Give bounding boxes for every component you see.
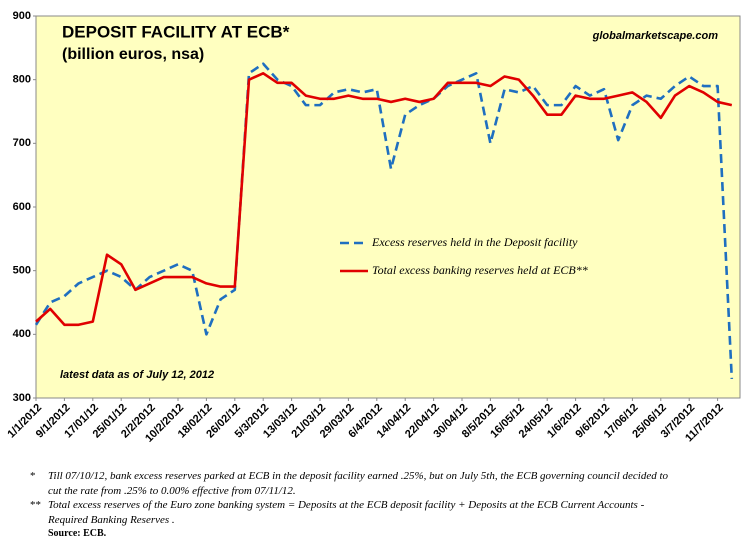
footnote: * Till 07/10/12, bank excess reserves par…: [30, 469, 750, 498]
plot-area: [35, 15, 741, 399]
y-tick-label: 800: [13, 74, 31, 86]
footnote-body: Till 07/10/12, bank excess reserves park…: [48, 469, 668, 498]
annotation: latest data as of July 12, 2012: [60, 369, 214, 381]
y-tick-label: 400: [13, 328, 31, 340]
footnote-line: Till 07/10/12, bank excess reserves park…: [48, 470, 669, 482]
footnote-body: Total excess reserves of the Euro zone b…: [48, 498, 644, 527]
series-line: [34, 62, 734, 379]
footnote-marker: *: [30, 470, 36, 482]
legend-label: Excess reserves held in the Deposit faci…: [371, 235, 578, 249]
source-site: globalmarketscape.com: [592, 30, 719, 42]
y-tick-label: 500: [13, 265, 31, 277]
y-tick-label: 900: [13, 10, 31, 22]
footnote-marker: **: [30, 499, 41, 511]
footnote-line: cut the rate from .25% to 0.00% effectiv…: [48, 484, 296, 497]
y-tick-label: 700: [13, 137, 31, 149]
footnote-line: Total excess reserves of the Euro zone b…: [48, 499, 645, 511]
footnote-line: Required Banking Reserves .: [48, 513, 175, 526]
y-tick-label: 300: [13, 392, 31, 404]
chart: DEPOSIT FACILITY AT ECB* (billion euros,…: [5, 10, 741, 445]
chart-title: DEPOSIT FACILITY AT ECB*: [62, 22, 290, 41]
source: Source: ECB.: [48, 528, 107, 539]
footnote: ** Total excess reserves of the Euro zone…: [30, 498, 750, 527]
series-line: [35, 72, 733, 327]
chart-subtitle: (billion euros, nsa): [62, 46, 204, 63]
legend-label: Total excess banking reserves held at EC…: [372, 263, 588, 277]
y-tick-label: 600: [13, 201, 31, 213]
footnotes: * Till 07/10/12, bank excess reserves par…: [30, 469, 750, 542]
